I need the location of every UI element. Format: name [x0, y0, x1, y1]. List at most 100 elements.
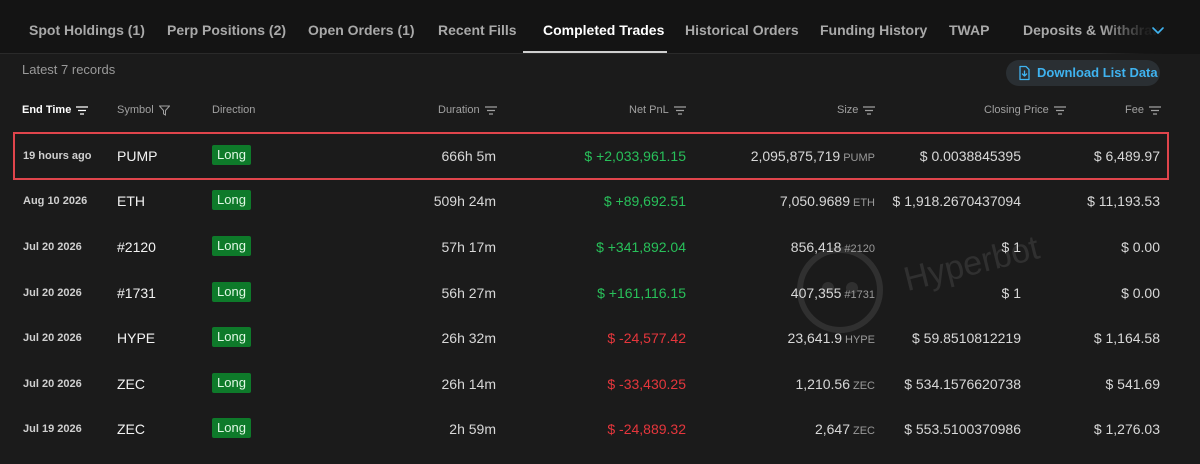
row-size: 2,095,875,719 PUMP [751, 133, 875, 179]
records-count: Latest 7 records [22, 62, 116, 77]
row-size-unit: ZEC [853, 425, 875, 437]
column-header-net-pnl[interactable]: Net PnL [629, 104, 686, 116]
row-symbol: ETH [117, 193, 145, 209]
row-fee: $ 0.00 [1121, 239, 1160, 255]
row-size: 856,418 #2120 [791, 224, 875, 270]
row-duration: 26h 32m [441, 330, 496, 346]
direction-badge: Long [212, 418, 251, 438]
row-symbol: #2120 [117, 239, 156, 255]
tab-bar: Spot Holdings (1) Perp Positions (2) Ope… [0, 0, 1200, 54]
row-duration: 666h 5m [441, 148, 496, 164]
row-end-time: Jul 20 2026 [23, 332, 82, 344]
filter-icon[interactable] [158, 105, 171, 116]
row-closing-price: $ 59.8510812219 [912, 330, 1021, 346]
table-row[interactable]: Jul 20 2026 ZEC Long 26h 14m $ -33,430.2… [14, 361, 1168, 407]
row-closing-price: $ 1 [1001, 239, 1021, 255]
row-end-time: Jul 20 2026 [23, 241, 82, 253]
sort-icon [1148, 105, 1161, 115]
row-size: 407,355 #1731 [791, 270, 875, 316]
row-size-value: 7,050.9689 [779, 193, 850, 209]
table-row[interactable]: Jul 19 2026 ZEC Long 2h 59m $ -24,889.32… [14, 406, 1168, 452]
row-duration: 57h 17m [441, 239, 496, 255]
column-header-fee[interactable]: Fee [1125, 104, 1161, 116]
row-size-unit: #1731 [844, 289, 875, 301]
direction-badge: Long [212, 236, 251, 256]
column-header-end-time[interactable]: End Time [22, 104, 89, 116]
row-size: 7,050.9689 ETH [780, 178, 875, 224]
row-end-time: Aug 10 2026 [23, 195, 88, 207]
row-duration: 56h 27m [441, 285, 496, 301]
row-symbol: PUMP [117, 148, 158, 164]
tab-recent-fills[interactable]: Recent Fills [438, 22, 517, 38]
row-duration: 509h 24m [433, 193, 496, 209]
tab-open-orders[interactable]: Open Orders (1) [308, 22, 415, 38]
row-size-value: 1,210.56 [795, 376, 851, 392]
chevron-down-icon[interactable] [1150, 22, 1166, 38]
row-duration: 26h 14m [441, 376, 496, 392]
tab-funding-history[interactable]: Funding History [820, 22, 928, 38]
tab-spot-holdings[interactable]: Spot Holdings (1) [29, 22, 145, 38]
tab-historical-orders[interactable]: Historical Orders [685, 22, 799, 38]
closing-price-label: Closing Price [984, 104, 1049, 116]
row-size-value: 23,641.9 [787, 330, 843, 346]
tab-perp-positions[interactable]: Perp Positions (2) [167, 22, 287, 38]
sort-icon [863, 105, 876, 115]
row-fee: $ 541.69 [1105, 376, 1161, 392]
sort-icon [484, 105, 497, 115]
row-size-value: 856,418 [790, 239, 842, 255]
active-tab-indicator [523, 51, 667, 53]
row-size-unit: PUMP [843, 152, 875, 164]
row-end-time: 19 hours ago [23, 150, 92, 162]
fee-label: Fee [1125, 104, 1144, 116]
download-icon [1019, 65, 1030, 81]
row-net-pnl: $ +161,116.15 [597, 285, 686, 301]
download-list-button[interactable]: Download List Data [1006, 60, 1160, 86]
table-row[interactable]: Jul 20 2026 #1731 Long 56h 27m $ +161,11… [14, 270, 1168, 316]
row-symbol: ZEC [117, 421, 145, 437]
end-time-label: End Time [22, 104, 72, 116]
row-closing-price: $ 1 [1001, 285, 1021, 301]
row-size-unit: HYPE [845, 334, 875, 346]
symbol-label: Symbol [117, 104, 154, 116]
table-row[interactable]: 19 hours ago PUMP Long 666h 5m $ +2,033,… [13, 132, 1169, 180]
column-header-size[interactable]: Size [837, 104, 876, 116]
table-row[interactable]: Aug 10 2026 ETH Long 509h 24m $ +89,692.… [14, 178, 1168, 224]
direction-badge: Long [212, 327, 251, 347]
column-header-closing-price[interactable]: Closing Price [984, 104, 1066, 116]
row-fee: $ 11,193.53 [1087, 193, 1160, 209]
row-closing-price: $ 534.1576620738 [904, 376, 1021, 392]
row-net-pnl: $ +2,033,961.15 [584, 148, 686, 164]
row-net-pnl: $ -33,430.25 [607, 376, 686, 392]
tab-completed-trades[interactable]: Completed Trades [543, 22, 665, 38]
row-closing-price: $ 0.0038845395 [919, 148, 1021, 164]
column-header-direction: Direction [212, 104, 256, 116]
table-row[interactable]: Jul 20 2026 HYPE Long 26h 32m $ -24,577.… [14, 315, 1168, 361]
row-net-pnl: $ +89,692.51 [603, 193, 686, 209]
size-label: Size [837, 104, 859, 116]
row-size: 23,641.9 HYPE [788, 315, 875, 361]
sort-icon [76, 105, 89, 115]
row-size-value: 2,647 [814, 421, 850, 437]
table-row[interactable]: Jul 20 2026 #2120 Long 57h 17m $ +341,89… [14, 224, 1168, 270]
row-fee: $ 1,276.03 [1093, 421, 1160, 437]
direction-badge: Long [212, 282, 251, 302]
download-list-label: Download List Data [1037, 65, 1158, 80]
row-size-value: 2,095,875,719 [750, 148, 841, 164]
row-end-time: Jul 20 2026 [23, 287, 82, 299]
row-net-pnl: $ -24,889.32 [607, 421, 686, 437]
row-size-unit: ZEC [853, 380, 875, 392]
row-end-time: Jul 20 2026 [23, 378, 82, 390]
column-header-symbol[interactable]: Symbol [117, 104, 171, 116]
row-closing-price: $ 553.5100370986 [904, 421, 1021, 437]
row-size-unit: ETH [853, 197, 875, 209]
row-net-pnl: $ +341,892.04 [596, 239, 686, 255]
row-net-pnl: $ -24,577.42 [607, 330, 686, 346]
row-symbol: #1731 [117, 285, 156, 301]
row-fee: $ 1,164.58 [1093, 330, 1160, 346]
row-symbol: ZEC [117, 376, 145, 392]
row-end-time: Jul 19 2026 [23, 423, 82, 435]
tab-twap[interactable]: TWAP [949, 22, 990, 38]
row-size-unit: #2120 [844, 243, 875, 255]
column-header-duration[interactable]: Duration [438, 104, 497, 116]
direction-badge: Long [212, 373, 251, 393]
